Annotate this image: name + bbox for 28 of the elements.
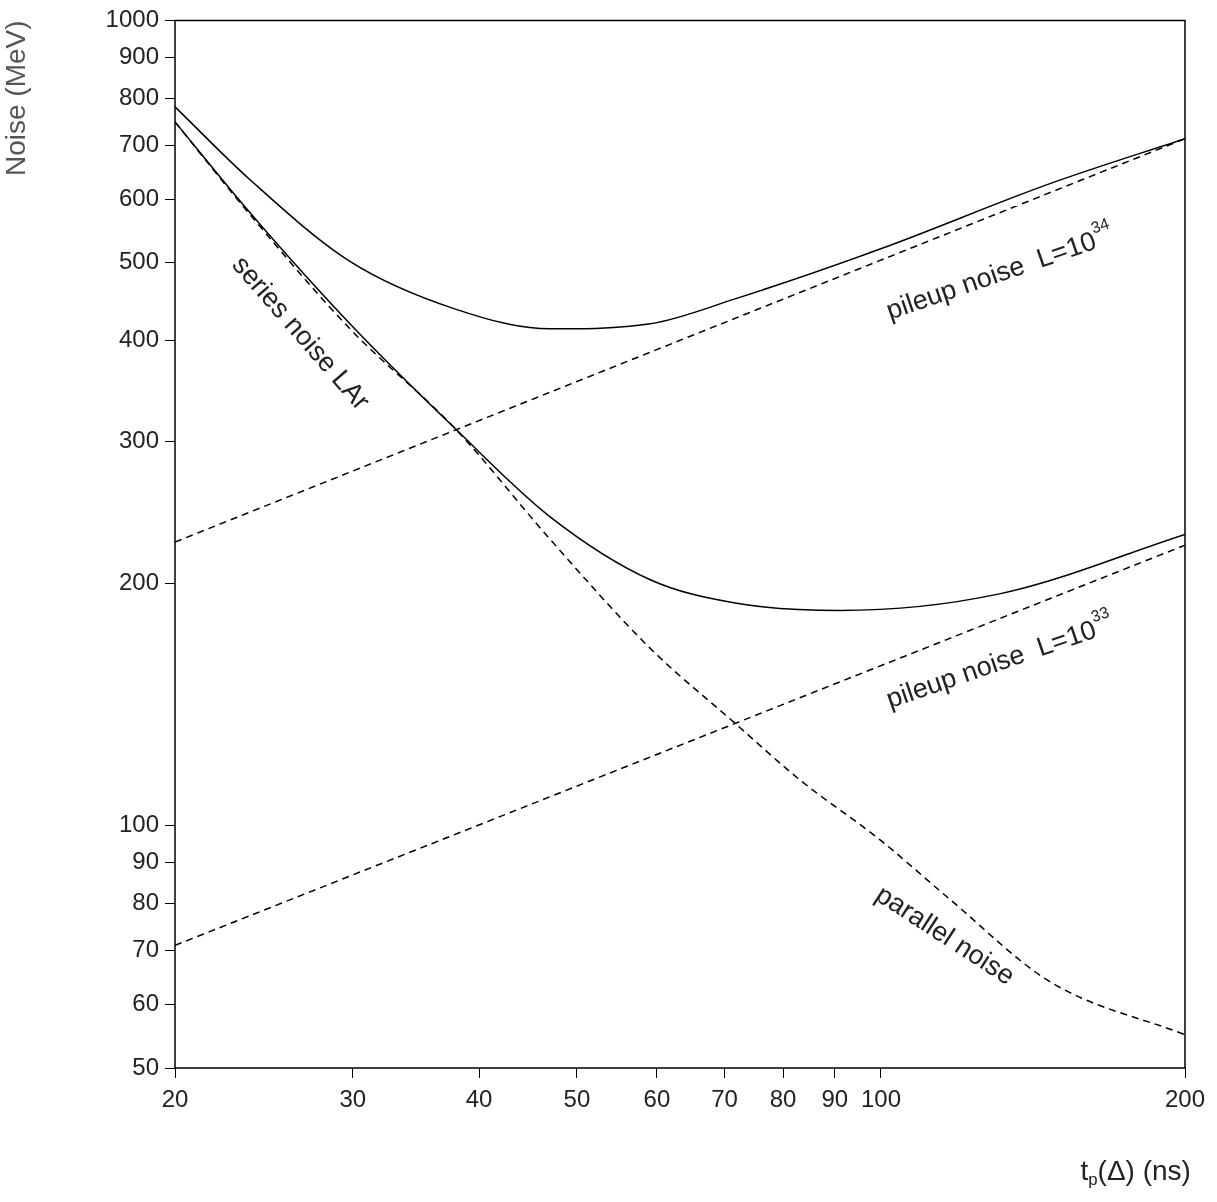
- y-tick-label: 60: [132, 988, 159, 1016]
- y-tick-label: 50: [132, 1052, 159, 1080]
- x-tick-label: 70: [711, 1085, 738, 1113]
- annotation: pileup noise L=1033: [882, 602, 1112, 715]
- y-tick-label: 400: [118, 325, 159, 353]
- x-tick-label: 40: [465, 1085, 493, 1113]
- x-tick-label: 20: [161, 1085, 189, 1113]
- x-tick-label: 100: [860, 1085, 901, 1113]
- y-tick-label: 500: [118, 247, 159, 275]
- x-tick-label: 90: [821, 1085, 849, 1113]
- x-tick-label: 60: [643, 1085, 671, 1113]
- y-tick-label: 70: [132, 934, 159, 962]
- y-tick-label: 80: [132, 888, 159, 916]
- y-tick-label: 700: [118, 129, 159, 157]
- y-tick-label: 800: [118, 83, 159, 111]
- annotation: pileup noise L=1034: [882, 213, 1112, 326]
- x-tick-label: 30: [339, 1085, 367, 1113]
- y-tick-label: 300: [118, 426, 159, 454]
- x-tick-label: 200: [1164, 1085, 1206, 1113]
- y-tick-label: 600: [118, 183, 159, 211]
- y-tick-label: 900: [118, 41, 159, 69]
- y-tick-label: 200: [118, 567, 159, 595]
- y-tick-label: 90: [132, 847, 159, 875]
- x-tick-label: 50: [563, 1085, 591, 1113]
- y-tick-label: 1000: [105, 5, 159, 33]
- y-tick-label: 100: [118, 810, 159, 838]
- x-tick-label: 80: [769, 1085, 797, 1113]
- y-axis-title: Noise (MeV): [0, 20, 31, 176]
